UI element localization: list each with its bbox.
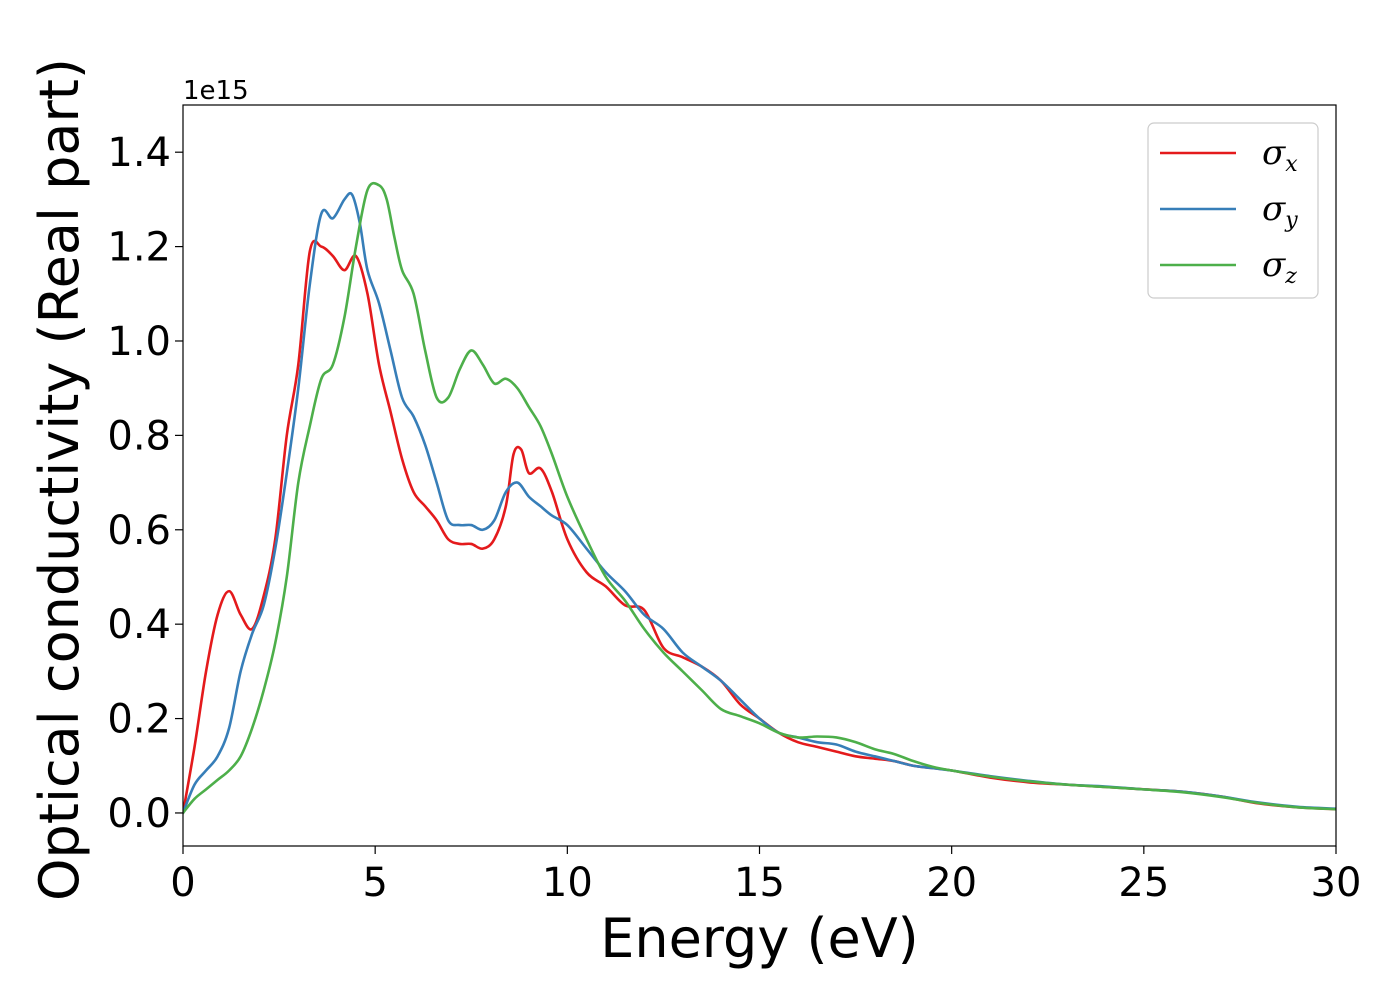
x-tick-label: 15 xyxy=(734,860,785,906)
series-layer xyxy=(183,181,1336,815)
y-tick-label: 0.0 xyxy=(107,791,171,837)
x-tick-label: 25 xyxy=(1118,860,1169,906)
y-tick-label: 0.2 xyxy=(107,697,171,743)
legend-label-sigma-y: σy xyxy=(1262,189,1298,233)
x-axis-label: Energy (eV) xyxy=(600,907,919,970)
y-tick-label: 0.4 xyxy=(107,602,171,648)
x-axis-ticks: 0 5 10 15 20 25 30 xyxy=(170,846,1361,906)
legend-label-sigma-z: σz xyxy=(1262,245,1297,289)
legend: σx σy σz xyxy=(1147,122,1319,299)
y-axis-ticks: 0.0 0.2 0.4 0.6 0.8 1.0 1.2 1.4 xyxy=(107,130,183,837)
y-tick-label: 0.8 xyxy=(107,413,171,459)
y-tick-label: 1.2 xyxy=(107,225,171,271)
y-axis-offset-label: 1e15 xyxy=(183,76,249,106)
x-tick-label: 5 xyxy=(362,860,387,906)
y-tick-label: 1.0 xyxy=(107,319,171,365)
series-line-sigma-z xyxy=(183,181,1336,815)
x-tick-label: 20 xyxy=(926,860,977,906)
x-tick-label: 0 xyxy=(170,860,195,906)
legend-box xyxy=(1147,122,1319,299)
legend-label-sigma-x: σx xyxy=(1262,133,1298,177)
x-tick-label: 30 xyxy=(1311,860,1362,906)
y-tick-label: 1.4 xyxy=(107,130,171,176)
y-tick-label: 0.6 xyxy=(107,508,171,554)
y-axis-label: Optical conductivity (Real part) xyxy=(28,58,91,901)
x-tick-label: 10 xyxy=(542,860,593,906)
